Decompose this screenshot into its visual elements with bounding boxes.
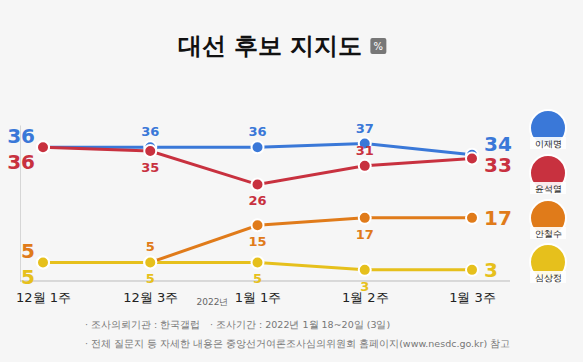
point xyxy=(37,141,49,153)
point xyxy=(144,145,156,157)
x-tick-label: 12월 1주 xyxy=(16,290,71,305)
x-tick-label: 1월 1주 xyxy=(235,290,282,305)
x-tick: 1월 3주 xyxy=(449,281,496,305)
legend-label-bg xyxy=(530,227,566,239)
data-label: 3 xyxy=(484,258,498,282)
title: 대선 후보 지지도 xyxy=(178,32,363,60)
data-label: 5 xyxy=(253,271,262,286)
point xyxy=(359,160,371,172)
data-label: 37 xyxy=(356,121,374,136)
x-tick-label: 12월 3주 xyxy=(123,290,178,305)
point xyxy=(252,178,264,190)
data-label: 26 xyxy=(248,193,266,208)
data-label: 15 xyxy=(248,234,266,249)
data-label: 17 xyxy=(484,206,512,230)
point xyxy=(252,141,264,153)
point xyxy=(252,219,264,231)
unit-box xyxy=(370,38,386,54)
point xyxy=(359,264,371,276)
legend-label: 안철수 xyxy=(535,229,562,239)
legend-label-bg xyxy=(530,271,566,283)
data-label: 31 xyxy=(356,143,374,158)
data-label: 3 xyxy=(360,279,369,294)
caption: · 조사기간 : 2022년 1월 18~20일 (3일) xyxy=(210,319,390,330)
point xyxy=(37,256,49,268)
data-label: 36 xyxy=(141,124,159,139)
legend-label: 이재명 xyxy=(535,139,562,149)
x-tick-label: 1월 3주 xyxy=(449,290,496,305)
point xyxy=(37,141,49,153)
plot-area xyxy=(37,138,478,276)
data-label: 36 xyxy=(7,150,35,174)
legend-label: 심상정 xyxy=(535,273,562,283)
unit-label: % xyxy=(374,41,384,52)
caption: · 조사의뢰기관 : 한국갤럽 xyxy=(85,319,200,330)
data-label: 33 xyxy=(484,153,512,177)
point xyxy=(252,256,264,268)
data-label: 34 xyxy=(484,132,512,156)
legend-label-bg xyxy=(530,137,566,149)
caption: · 전체 질문지 등 자세한 내용은 중앙선거여론조사심의위원회 홈페이지(ww… xyxy=(85,338,510,349)
chart: 대선 후보 지지도%12월 1주12월 3주1월 1주1월 2주1월 3주202… xyxy=(0,0,583,362)
data-label: 35 xyxy=(141,160,159,175)
background xyxy=(0,0,583,362)
point xyxy=(37,256,49,268)
x-axis-line xyxy=(20,281,510,282)
point xyxy=(359,212,371,224)
point xyxy=(144,256,156,268)
point xyxy=(466,264,478,276)
point xyxy=(466,212,478,224)
data-label: 36 xyxy=(7,124,35,148)
legend-label-bg xyxy=(530,182,566,194)
legend-label: 윤석열 xyxy=(535,184,562,194)
annotation: 2022년 xyxy=(197,297,229,307)
data-label: 5 xyxy=(21,265,35,289)
data-label: 5 xyxy=(146,271,155,286)
data-label: 17 xyxy=(356,227,374,242)
data-label: 5 xyxy=(21,239,35,263)
point xyxy=(144,256,156,268)
point xyxy=(466,152,478,164)
data-label: 36 xyxy=(248,124,266,139)
data-label: 5 xyxy=(146,239,155,254)
x-axis: 12월 1주12월 3주1월 1주1월 2주1월 3주 xyxy=(16,281,510,305)
